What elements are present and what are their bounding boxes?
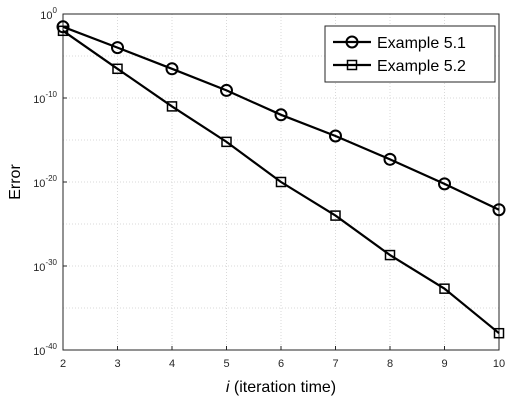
data-point bbox=[57, 25, 69, 37]
data-point bbox=[438, 177, 451, 191]
y-axis-title: Error bbox=[7, 164, 24, 200]
y-tick-label: 10-30 bbox=[33, 258, 57, 274]
data-point bbox=[221, 136, 232, 148]
x-tick-label: 9 bbox=[441, 358, 447, 370]
data-point bbox=[165, 62, 179, 76]
y-tick-label: 10-40 bbox=[33, 342, 57, 358]
x-tick-label: 6 bbox=[278, 358, 284, 370]
data-point bbox=[111, 41, 124, 55]
data-point bbox=[112, 63, 123, 75]
x-tick-label: 7 bbox=[332, 358, 338, 370]
legend-item-1: Example 5.1 bbox=[333, 35, 466, 52]
y-tick-label: 10-10 bbox=[33, 90, 57, 106]
y-tick-label: 10-20 bbox=[33, 174, 57, 190]
series-line bbox=[62, 25, 500, 211]
x-axis-title: i (iteration time) bbox=[226, 379, 336, 396]
series-2 bbox=[57, 25, 505, 339]
series-1 bbox=[56, 20, 506, 217]
x-tick-label: 10 bbox=[493, 358, 505, 370]
legend: Example 5.1 Example 5.2 bbox=[324, 25, 496, 83]
data-point bbox=[492, 203, 506, 217]
x-axis-title-rest: (iteration time) bbox=[229, 379, 336, 396]
data-point bbox=[56, 20, 70, 34]
data-point bbox=[275, 176, 287, 188]
x-tick-labels: 2 3 4 5 6 7 8 9 10 bbox=[60, 346, 505, 370]
series-line bbox=[62, 29, 500, 335]
data-point bbox=[329, 129, 342, 143]
series-layer bbox=[56, 20, 506, 339]
legend-marker bbox=[345, 35, 359, 49]
data-point bbox=[330, 210, 341, 221]
x-tick-label: 2 bbox=[60, 358, 66, 370]
data-point bbox=[383, 152, 397, 166]
y-tick-labels: 100 10-10 10-20 10-30 10-40 bbox=[33, 6, 67, 358]
data-point bbox=[220, 83, 233, 97]
data-point bbox=[384, 249, 396, 261]
data-point bbox=[274, 108, 288, 122]
legend-label: Example 5.1 bbox=[377, 35, 466, 52]
legend-marker bbox=[346, 59, 358, 71]
data-point bbox=[166, 101, 178, 112]
legend-box bbox=[324, 25, 496, 83]
x-tick-label: 8 bbox=[387, 358, 393, 370]
x-tick-label: 5 bbox=[223, 358, 229, 370]
data-point bbox=[493, 327, 505, 339]
y-tick-label: 100 bbox=[40, 6, 57, 22]
data-point bbox=[439, 283, 450, 294]
legend-item-2: Example 5.2 bbox=[333, 58, 466, 75]
legend-label: Example 5.2 bbox=[377, 58, 466, 75]
x-tick-label: 3 bbox=[114, 358, 120, 370]
x-axis-title-italic: i bbox=[226, 379, 230, 396]
x-tick-label: 4 bbox=[169, 358, 175, 370]
